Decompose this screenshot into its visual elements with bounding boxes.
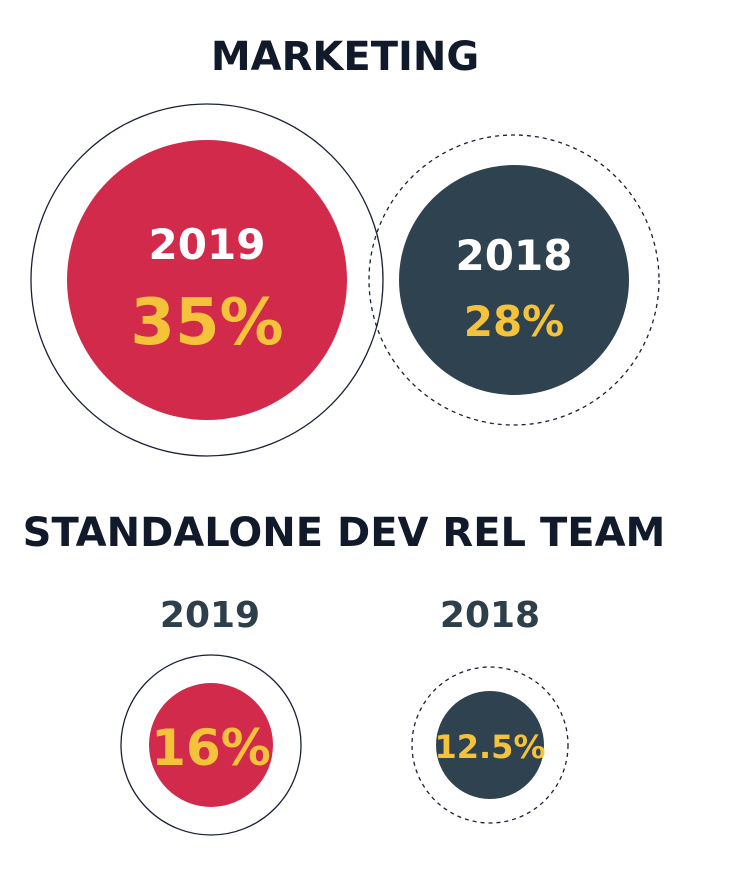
dev-rel-2018-year-label: 2018 <box>440 595 540 636</box>
marketing-2019-year-label: 2019 <box>149 220 266 269</box>
dev-rel-2019-year-label: 2019 <box>160 595 260 636</box>
dev-rel-2019-value-label: 16% <box>151 719 271 777</box>
marketing-2018-year-label: 2018 <box>456 231 573 280</box>
dev-rel-2019-bubble <box>149 683 273 807</box>
dev-rel-2018-outer-ring <box>411 666 569 824</box>
marketing-2018-value-label: 28% <box>464 297 565 346</box>
dev-rel-2018-bubble <box>436 691 544 799</box>
marketing-2019-bubble <box>67 140 347 420</box>
marketing-2018-bubble <box>399 165 629 395</box>
dev-rel-title: STANDALONE DEV REL TEAM <box>23 510 666 556</box>
dev-rel-2018-value-label: 12.5% <box>434 728 545 766</box>
marketing-2019-value-label: 35% <box>130 286 283 360</box>
dev-rel-2019-outer-ring <box>120 654 302 836</box>
marketing-2018-outer-ring <box>368 134 660 426</box>
marketing-2019-outer-ring <box>30 103 384 457</box>
marketing-title: MARKETING <box>211 34 479 80</box>
